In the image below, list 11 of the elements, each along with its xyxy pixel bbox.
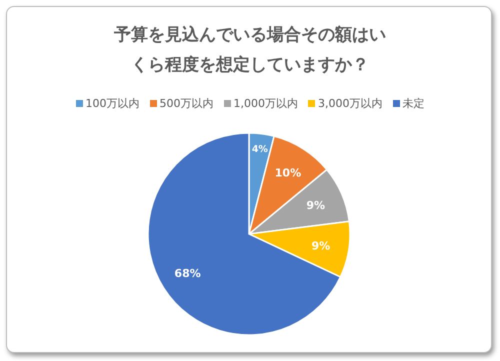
chart-title: 予算を見込んでいる場合その額はいくら程度を想定していますか？ (113, 24, 387, 77)
legend-label: 500万以内 (160, 97, 214, 110)
legend-label: 未定 (402, 97, 424, 110)
data-label: 10% (274, 166, 302, 180)
data-label: 68% (174, 266, 201, 280)
data-label: 9% (311, 239, 330, 252)
legend-label: 1,000万以内 (234, 97, 298, 110)
data-label: 9% (306, 199, 326, 212)
legend-label: 3,000万以内 (318, 97, 382, 110)
data-label: 4% (252, 144, 268, 155)
legend-label: 100万以内 (86, 97, 140, 110)
